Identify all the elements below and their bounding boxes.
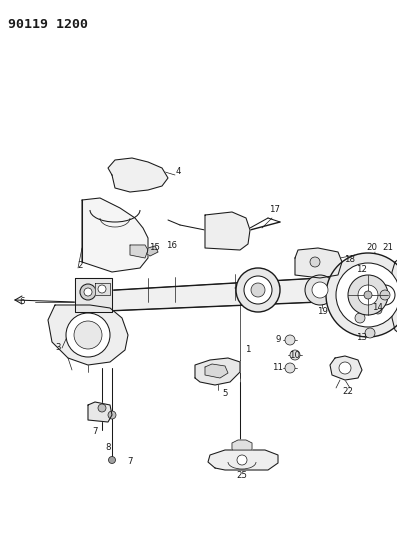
Circle shape <box>66 313 110 357</box>
Circle shape <box>358 285 378 305</box>
Polygon shape <box>88 402 112 422</box>
Text: 5: 5 <box>222 389 228 398</box>
Text: 7: 7 <box>92 427 98 437</box>
Circle shape <box>98 285 106 293</box>
Polygon shape <box>232 440 252 450</box>
Text: 15: 15 <box>150 244 160 253</box>
Circle shape <box>312 282 328 298</box>
Polygon shape <box>108 158 168 192</box>
Circle shape <box>339 362 351 374</box>
Circle shape <box>236 268 280 312</box>
Circle shape <box>290 350 300 360</box>
Polygon shape <box>82 278 320 312</box>
Text: 14: 14 <box>372 303 384 312</box>
Text: 12: 12 <box>357 265 368 274</box>
Text: 90119 1200: 90119 1200 <box>8 18 88 31</box>
Circle shape <box>355 313 365 323</box>
Circle shape <box>364 291 372 299</box>
Circle shape <box>251 283 265 297</box>
Polygon shape <box>95 283 110 295</box>
Circle shape <box>310 257 320 267</box>
Polygon shape <box>147 246 158 256</box>
Polygon shape <box>82 198 148 272</box>
Text: 13: 13 <box>357 334 368 343</box>
Text: 2: 2 <box>77 261 83 270</box>
Ellipse shape <box>371 278 397 312</box>
Polygon shape <box>48 305 128 365</box>
Circle shape <box>326 253 397 337</box>
Text: 22: 22 <box>343 387 353 397</box>
Text: 16: 16 <box>166 241 177 251</box>
Circle shape <box>285 363 295 373</box>
Circle shape <box>285 335 295 345</box>
Circle shape <box>80 284 96 300</box>
Text: 11: 11 <box>272 364 283 373</box>
Text: 7: 7 <box>127 457 133 466</box>
Circle shape <box>84 288 92 296</box>
Circle shape <box>348 275 388 315</box>
Text: 10: 10 <box>289 351 301 359</box>
Text: 20: 20 <box>366 244 378 253</box>
Circle shape <box>375 285 395 305</box>
Circle shape <box>365 328 375 338</box>
Polygon shape <box>205 364 228 378</box>
Text: 3: 3 <box>55 343 61 352</box>
Text: 8: 8 <box>105 442 111 451</box>
Circle shape <box>98 404 106 412</box>
Polygon shape <box>205 212 250 250</box>
Polygon shape <box>208 450 278 470</box>
Polygon shape <box>195 358 240 385</box>
Text: 25: 25 <box>237 471 247 480</box>
Circle shape <box>305 275 335 305</box>
Polygon shape <box>392 258 397 334</box>
Text: 17: 17 <box>270 206 281 214</box>
Polygon shape <box>75 278 112 312</box>
Polygon shape <box>295 248 342 278</box>
Circle shape <box>374 306 382 314</box>
Circle shape <box>74 321 102 349</box>
Circle shape <box>108 411 116 419</box>
Circle shape <box>244 276 272 304</box>
Polygon shape <box>130 245 148 258</box>
Text: 1: 1 <box>245 345 251 354</box>
Text: 6: 6 <box>19 297 25 306</box>
Polygon shape <box>330 356 362 380</box>
Text: 9: 9 <box>275 335 281 344</box>
Circle shape <box>108 456 116 464</box>
Circle shape <box>237 455 247 465</box>
Text: 18: 18 <box>345 255 355 264</box>
Circle shape <box>336 263 397 327</box>
Text: 19: 19 <box>316 308 328 317</box>
Text: 21: 21 <box>382 244 393 253</box>
Circle shape <box>380 290 390 300</box>
Text: 4: 4 <box>175 167 181 176</box>
